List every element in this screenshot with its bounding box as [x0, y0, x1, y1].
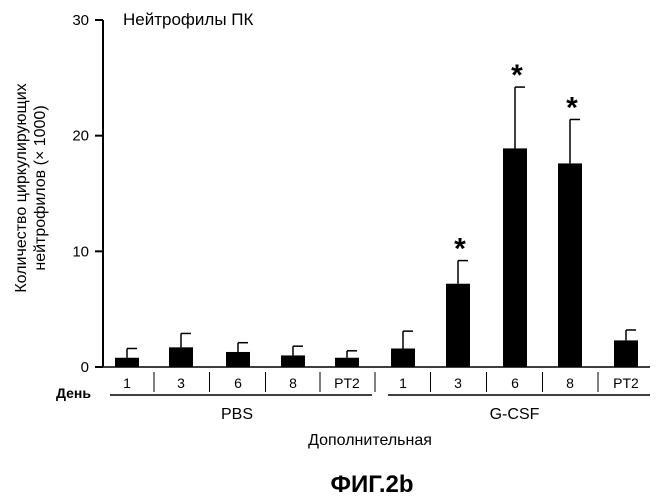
chart-title: Нейтрофилы ПК [123, 10, 253, 29]
x-axis-title: Дополнительная [308, 432, 432, 449]
y-axis-title-line-1: Количество циркулирующих [13, 83, 30, 292]
day-label: День [56, 385, 91, 401]
category-label: 8 [289, 375, 297, 391]
y-tick-label: 30 [72, 12, 89, 29]
significance-marker: * [511, 59, 523, 92]
category-label: 3 [454, 375, 462, 391]
y-tick-label: 20 [72, 128, 89, 145]
bar [503, 148, 527, 367]
labels: 1 3 6 8 PT2 1 3 6 8 PT2 PBS G-CSF [110, 372, 650, 423]
bar [169, 347, 193, 367]
group-label: G-CSF [490, 406, 540, 423]
category-label: PT2 [613, 375, 639, 391]
category-label: 3 [177, 375, 185, 391]
category-label: 6 [511, 375, 519, 391]
significance-marker: * [566, 91, 578, 124]
y-axis-title-line-2: нейтрофилов (× 1000) [32, 105, 49, 270]
bar [335, 358, 359, 367]
bar [281, 355, 305, 367]
category-label: 8 [566, 375, 574, 391]
bar [446, 284, 470, 367]
y-tick-label: 10 [72, 243, 89, 260]
category-label: 1 [123, 375, 131, 391]
category-label: 1 [399, 375, 407, 391]
bars: * * * [115, 59, 638, 367]
y-axis-title: Количество циркулирующих нейтрофилов (× … [13, 83, 49, 292]
bar [226, 352, 250, 367]
bar [614, 340, 638, 367]
significance-marker: * [454, 233, 466, 266]
category-label: PT2 [334, 375, 360, 391]
bar [391, 348, 415, 367]
bar [115, 358, 139, 367]
group-label: PBS [221, 406, 253, 423]
y-tick-label: 0 [81, 359, 89, 376]
figure-label: ФИГ.2b [330, 471, 413, 498]
bar [558, 163, 582, 367]
category-label: 6 [234, 375, 242, 391]
